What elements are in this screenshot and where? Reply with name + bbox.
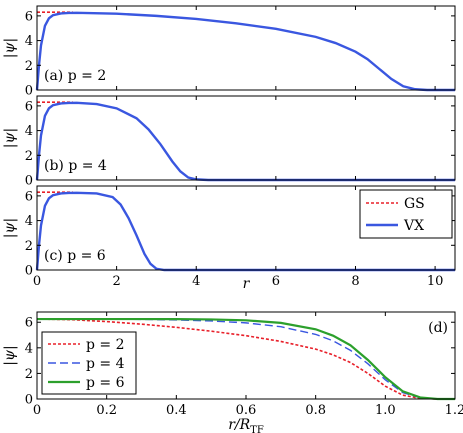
legend-d: p = 2 p = 4 p = 6 bbox=[41, 331, 137, 395]
x-tick-label: 0 bbox=[33, 274, 41, 289]
panel-annotation-d: (d) bbox=[428, 320, 448, 336]
legend-c: GS VX bbox=[359, 189, 453, 239]
y-tick-label: 2 bbox=[25, 367, 33, 382]
y-tick-label: 6 bbox=[25, 189, 33, 204]
y-tick-label: 4 bbox=[25, 124, 33, 139]
panel-annotation-a: (a) p = 2 bbox=[44, 68, 106, 84]
panel-b: 0 2 4 6 |ψ| (b) p = 4 bbox=[2, 95, 456, 189]
x-tick-label: 0.2 bbox=[96, 403, 117, 418]
x-tick-label: 0.6 bbox=[236, 403, 257, 418]
legend-box bbox=[359, 189, 453, 239]
x-tick-label: 4 bbox=[192, 274, 200, 289]
x-tick-label: 8 bbox=[351, 274, 359, 289]
series-line-c-vx bbox=[35, 191, 455, 272]
series-line-b-vx bbox=[35, 101, 455, 182]
x-axis-label: r bbox=[243, 276, 251, 292]
x-tick-label: 0 bbox=[33, 403, 41, 418]
plot-frame-b bbox=[36, 95, 456, 181]
series-line-d-p6 bbox=[37, 317, 455, 401]
panel-a: 0 2 4 6 |ψ| (a) p = 2 bbox=[2, 5, 456, 99]
x-tick-label: 1.2 bbox=[445, 403, 463, 418]
y-tick-label: 0 bbox=[25, 393, 33, 408]
legend-label: p = 4 bbox=[86, 356, 125, 372]
x-tick-label: 6 bbox=[272, 274, 280, 289]
y-tick-label: 4 bbox=[25, 341, 33, 356]
y-tick-label: 6 bbox=[25, 99, 33, 114]
y-tick-label: 2 bbox=[25, 149, 33, 164]
x-tick-label: 0.8 bbox=[305, 403, 326, 418]
y-tick-label: 2 bbox=[25, 239, 33, 254]
y-axis-label: |ψ| bbox=[2, 38, 18, 58]
y-tick-label: 6 bbox=[25, 316, 33, 331]
legend-label: p = 6 bbox=[86, 375, 125, 391]
series-line-d-p2 bbox=[36, 318, 455, 400]
y-tick-label: 0 bbox=[25, 264, 33, 279]
legend-box bbox=[41, 331, 137, 395]
plot-frame-a bbox=[36, 5, 456, 91]
y-tick-label: 2 bbox=[25, 59, 33, 74]
legend-label: GS bbox=[404, 196, 425, 212]
x-tick-label: 10 bbox=[427, 274, 444, 289]
legend-label: VX bbox=[403, 218, 424, 234]
y-tick-label: 6 bbox=[25, 9, 33, 24]
legend-label: p = 2 bbox=[86, 337, 125, 353]
y-tick-label: 4 bbox=[25, 214, 33, 229]
y-axis-label: |ψ| bbox=[2, 345, 18, 365]
panel-annotation-c: (c) p = 6 bbox=[44, 248, 106, 264]
panel-c: 0 2 4 6 8 10 0 2 4 6 |ψ| r (c) p = 6 GS VX bbox=[2, 185, 456, 292]
y-tick-label: 0 bbox=[25, 174, 33, 189]
y-tick-label: 4 bbox=[25, 34, 33, 49]
plot-frame-c bbox=[36, 185, 456, 271]
y-axis-label: |ψ| bbox=[2, 218, 18, 238]
series-line-a-vx bbox=[35, 11, 455, 92]
y-axis-label: |ψ| bbox=[2, 128, 18, 148]
y-tick-label: 0 bbox=[25, 84, 33, 99]
x-axis-label: r/RTF bbox=[228, 417, 264, 433]
x-tick-label: 1.0 bbox=[375, 403, 396, 418]
x-tick-label: 2 bbox=[112, 274, 120, 289]
x-tick-label: 0.4 bbox=[166, 403, 187, 418]
panel-annotation-b: (b) p = 4 bbox=[44, 158, 107, 174]
